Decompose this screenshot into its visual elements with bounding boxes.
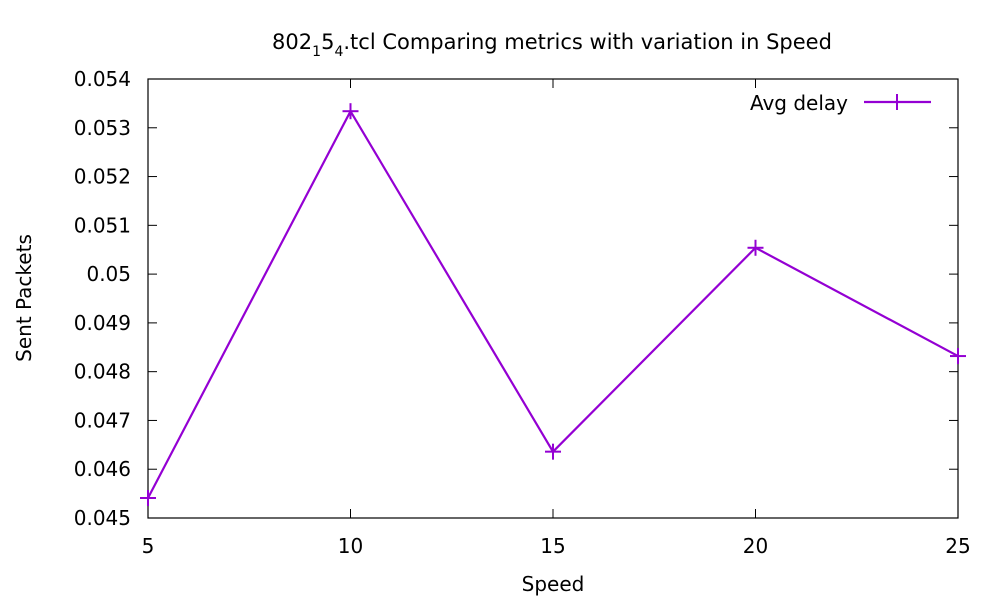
legend-entry-label: Avg delay xyxy=(750,91,848,115)
x-tick-label: 25 xyxy=(945,534,970,558)
x-tick-label: 15 xyxy=(540,534,565,558)
chart-title-part: 5 xyxy=(321,30,334,54)
y-tick-label: 0.045 xyxy=(74,506,131,530)
legend-marker-sample xyxy=(889,94,905,110)
y-tick-label: 0.051 xyxy=(74,213,131,237)
data-point-marker xyxy=(747,239,764,256)
y-tick-label: 0.053 xyxy=(74,116,131,140)
chart-title-subscript: 4 xyxy=(334,44,343,60)
data-point-marker xyxy=(342,103,359,120)
y-tick-label: 0.048 xyxy=(74,360,131,384)
x-tick-label: 5 xyxy=(142,534,155,558)
y-tick-label: 0.052 xyxy=(74,165,131,189)
x-tick-label: 10 xyxy=(338,534,363,558)
axes: 5 10 15 20 25 0.045 0.046 0.047 0.048 0.049 0.05 0.… xyxy=(74,67,971,558)
chart-title-part: 802 xyxy=(272,30,312,54)
legend: Avg delay xyxy=(750,91,931,115)
x-tick-label: 20 xyxy=(743,534,768,558)
chart-title: 802154.tcl Comparing metrics with variat… xyxy=(272,30,832,60)
x-axis-label: Speed xyxy=(522,572,585,596)
series-layer xyxy=(140,103,966,507)
y-axis-label: Sent Packets xyxy=(12,234,36,362)
y-tick-label: 0.054 xyxy=(74,67,131,91)
y-tick-label: 0.049 xyxy=(74,311,131,335)
y-tick-label: 0.047 xyxy=(74,408,131,432)
data-point-marker xyxy=(950,348,966,365)
series-line xyxy=(147,108,959,499)
y-tick-label: 0.046 xyxy=(74,457,131,481)
data-point-marker xyxy=(545,443,561,460)
chart-title-part: .tcl Comparing metrics with variation in… xyxy=(343,30,832,54)
chart-title-subscript: 1 xyxy=(312,44,321,60)
data-point-marker xyxy=(140,490,156,507)
y-tick-label: 0.05 xyxy=(86,262,131,286)
